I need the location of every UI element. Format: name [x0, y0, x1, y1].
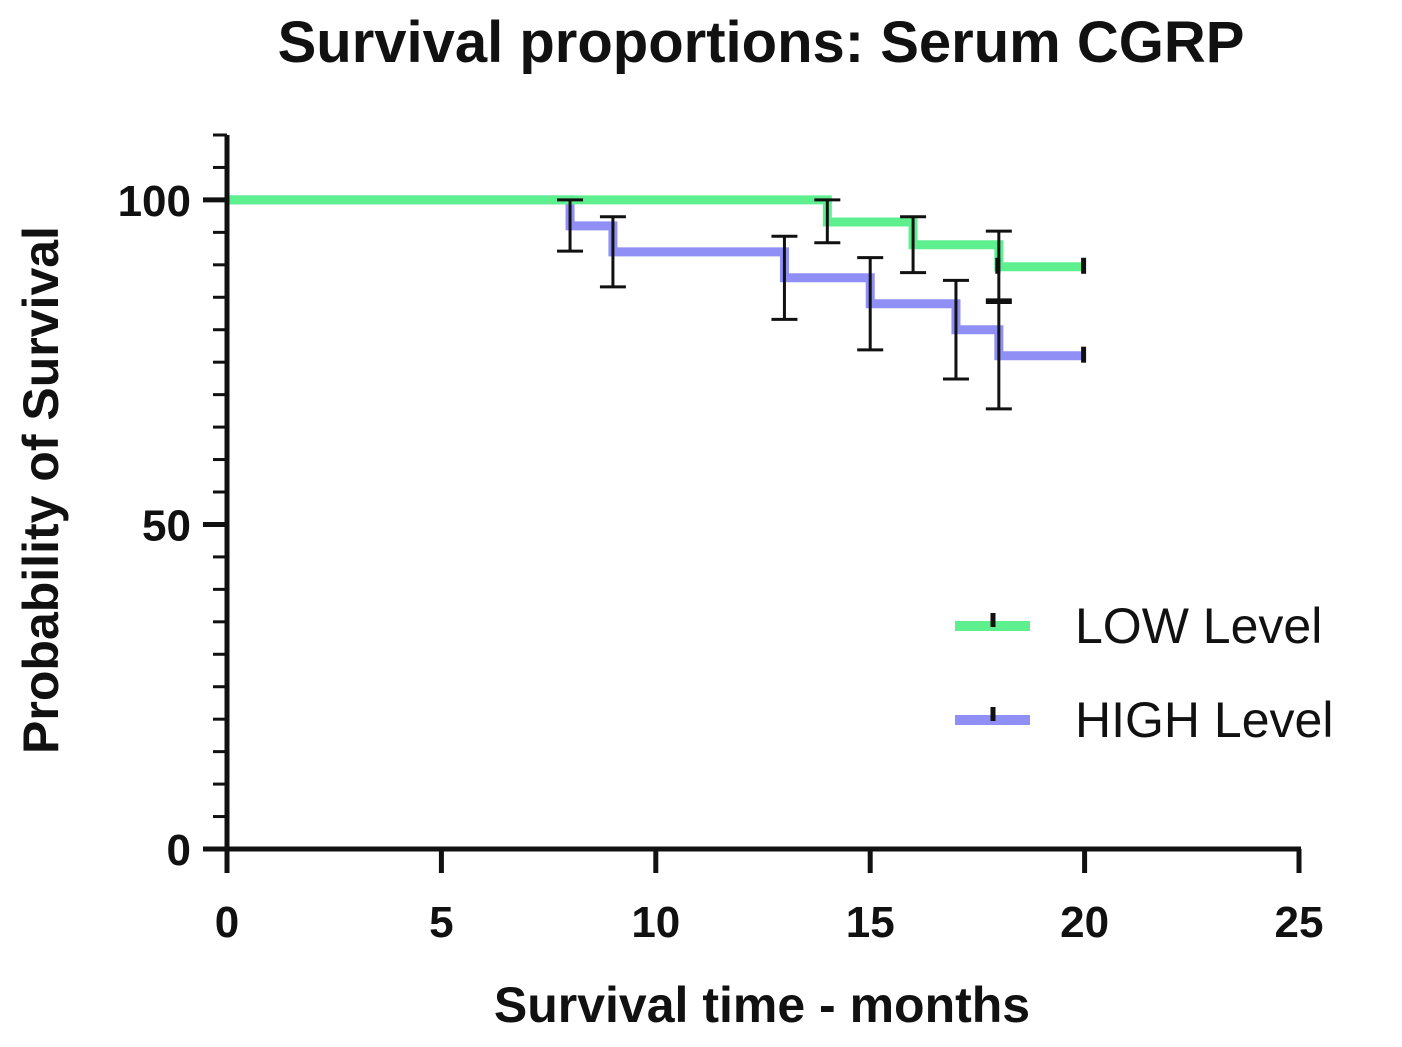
error-bar-low-level-0: [814, 198, 841, 245]
error-bar-high-level-5: [985, 300, 1012, 411]
legend-item-low-level: LOW Level: [955, 598, 1322, 654]
legend-item-high-level: HIGH Level: [955, 692, 1333, 748]
series-line-high-level: [227, 195, 1085, 361]
x-tick-label-20: 20: [1060, 898, 1109, 947]
x-tick-label-10: 10: [631, 898, 680, 947]
legend-label-high-level: HIGH Level: [1075, 692, 1333, 748]
error-bars: [557, 198, 1087, 411]
error-bar-high-level-1: [599, 215, 626, 289]
error-bar-high-level-2: [771, 234, 798, 321]
error-bar-low-level-2: [985, 229, 1012, 302]
x-tick-label-15: 15: [846, 898, 895, 947]
x-tick-label-0: 0: [215, 898, 239, 947]
x-tick-label-5: 5: [429, 898, 453, 947]
series-line-low-level: [227, 195, 1085, 272]
y-tick-label-100: 100: [118, 177, 191, 226]
axes: 0 50 100 0 5 10 15 20 25: [118, 133, 1324, 947]
chart-title: Survival proportions: Serum CGRP: [278, 10, 1245, 75]
x-axis-label: Survival time - months: [494, 977, 1030, 1033]
error-bar-high-level-4: [942, 278, 969, 381]
y-tick-label-0: 0: [167, 826, 191, 875]
legend: LOW Level HIGH Level: [955, 598, 1333, 748]
legend-label-low-level: LOW Level: [1075, 598, 1322, 654]
y-tick-label-50: 50: [142, 501, 191, 550]
error-bar-high-level-3: [857, 256, 884, 352]
error-bar-low-level-1: [900, 215, 927, 275]
x-tick-label-25: 25: [1275, 898, 1324, 947]
error-bar-high-level-0: [557, 198, 584, 253]
y-axis-label: Probability of Survival: [13, 226, 69, 754]
